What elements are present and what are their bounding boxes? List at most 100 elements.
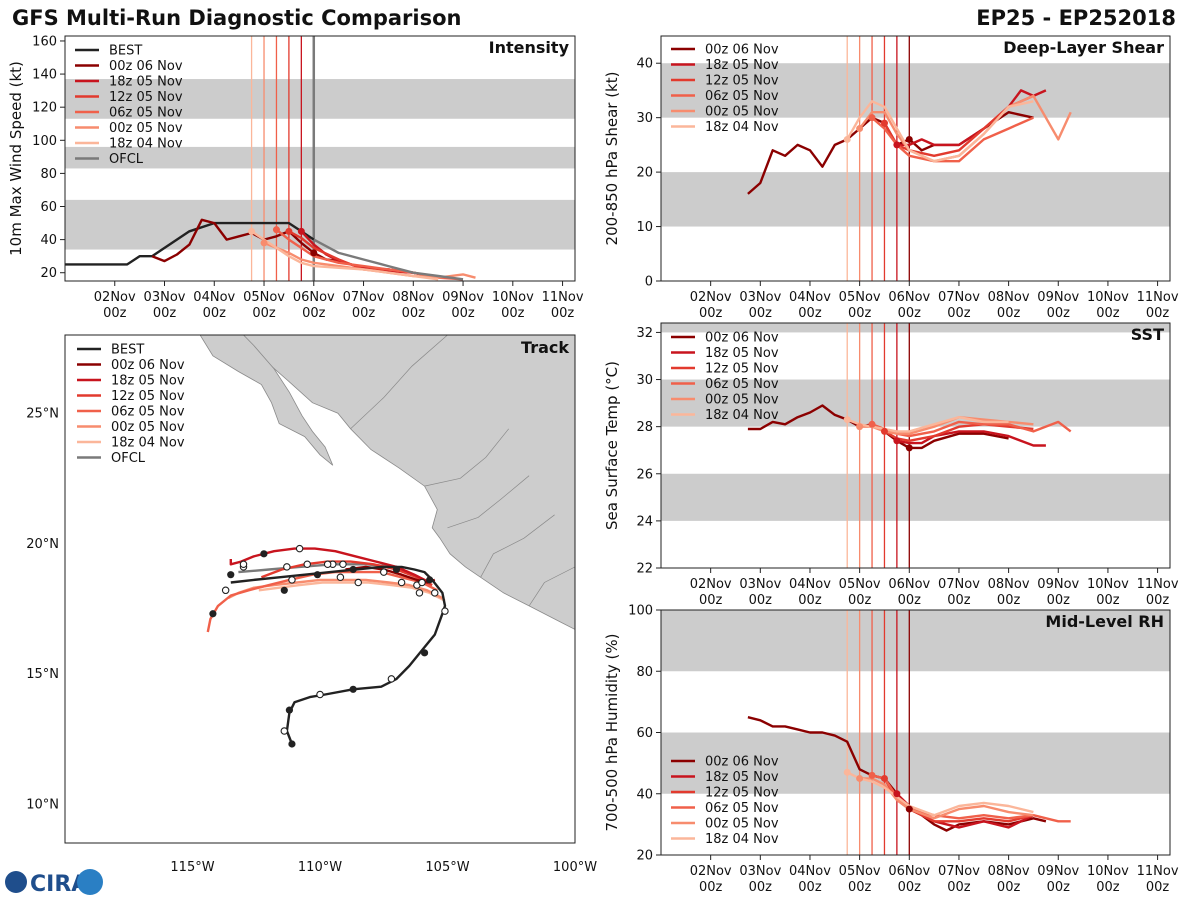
intensity-xtick-label-9: 09Nov xyxy=(442,290,484,305)
rh-xtick-label-5: 05Nov xyxy=(839,864,881,879)
sst-xtick-label-11: 11Nov xyxy=(1137,577,1179,592)
track-point-filled-4 xyxy=(426,576,434,584)
intensity-xtick-label-5: 05Nov xyxy=(243,290,285,305)
intensity-ylabel: 10m Max Wind Speed (kt) xyxy=(7,61,25,256)
sst-legend-label-18z-05-nov: 18z 05 Nov xyxy=(705,346,779,361)
track-panel: 115°W 110°W 105°W 100°W 10°N 15°N 20°N 25°N Trac… xyxy=(26,334,597,875)
track-ytick-label-20: 20°N xyxy=(26,537,59,552)
intensity-marker-06z-05-nov xyxy=(272,226,280,234)
shear-ytick-label-0: 0 xyxy=(645,275,653,290)
track-xtick-label-100: 100°W xyxy=(553,860,597,875)
sst-xtick-sublabel-9: 00z xyxy=(1047,593,1071,608)
intensity-xtick-sublabel-3: 00z xyxy=(153,306,177,321)
sst-ytick-label-32: 32 xyxy=(636,326,653,341)
intensity-legend-label-12z-05-nov: 12z 05 Nov xyxy=(109,90,183,105)
track-legend-label-00z-05-nov: 00z 05 Nov xyxy=(111,420,185,435)
shear-xtick-label-7: 07Nov xyxy=(938,290,980,305)
track-point-filled-0 xyxy=(288,740,296,748)
rh-band-0 xyxy=(661,732,1170,794)
intensity-ytick-label-160: 160 xyxy=(32,34,57,49)
rh-title: Mid-Level RH xyxy=(1045,612,1164,631)
rh-ytick-label-80: 80 xyxy=(636,665,653,680)
sst-xtick-sublabel-5: 00z xyxy=(848,593,872,608)
shear-xtick-sublabel-10: 00z xyxy=(1096,306,1120,321)
rh-legend-label-06z-05-nov: 06z 05 Nov xyxy=(705,801,779,816)
intensity-xtick-sublabel-9: 00z xyxy=(451,306,475,321)
sst-legend-label-06z-05-nov: 06z 05 Nov xyxy=(705,377,779,392)
shear-marker-18z-04-nov xyxy=(843,135,851,143)
track-ytick-label-10: 10°N xyxy=(26,797,59,812)
track-point-open-14 xyxy=(283,563,291,571)
intensity-xtick-sublabel-8: 00z xyxy=(402,306,426,321)
shear-legend-label-00z-05-nov: 00z 05 Nov xyxy=(705,105,779,120)
intensity-title: Intensity xyxy=(489,38,570,57)
track-point-open-3 xyxy=(441,607,449,615)
track-legend-label-18z-04-nov: 18z 04 Nov xyxy=(111,436,185,451)
intensity-marker-18z-05-nov xyxy=(297,227,305,235)
rh-ytick-label-20: 20 xyxy=(636,849,653,864)
shear-xtick-label-8: 08Nov xyxy=(988,290,1030,305)
track-point-open-16 xyxy=(397,578,406,587)
intensity-band-2 xyxy=(65,79,575,119)
sst-series-18z-05-nov xyxy=(896,430,1046,447)
figure-title: GFS Multi-Run Diagnostic Comparison xyxy=(12,6,461,30)
sst-xtick-sublabel-2: 00z xyxy=(699,593,723,608)
intensity-ytick-label-80: 80 xyxy=(40,167,57,182)
shear-xtick-sublabel-11: 00z xyxy=(1146,306,1170,321)
sst-band-2 xyxy=(661,323,1170,333)
intensity-xtick-sublabel-4: 00z xyxy=(203,306,227,321)
intensity-marker-00z-05-nov xyxy=(260,239,268,247)
sst-xtick-label-8: 08Nov xyxy=(988,577,1030,592)
intensity-xtick-label-7: 07Nov xyxy=(343,290,385,305)
sst-legend-label-12z-05-nov: 12z 05 Nov xyxy=(705,362,779,377)
shear-band-1 xyxy=(661,63,1170,118)
rh-xtick-sublabel-7: 00z xyxy=(947,880,971,895)
logo-globe-icon xyxy=(5,871,27,893)
intensity-ytick-label-20: 20 xyxy=(40,266,57,281)
shear-legend-label-00z-06-nov: 00z 06 Nov xyxy=(705,43,779,58)
shear-xtick-sublabel-6: 00z xyxy=(898,306,922,321)
rh-xtick-sublabel-6: 00z xyxy=(898,880,922,895)
intensity-marker-12z-05-nov xyxy=(285,227,293,235)
shear-xtick-label-10: 10Nov xyxy=(1087,290,1129,305)
track-legend-label-best: BEST xyxy=(111,343,144,358)
intensity-series-ofcl xyxy=(313,238,464,281)
intensity-xtick-label-11: 11Nov xyxy=(542,290,584,305)
rh-series-06z-05-nov xyxy=(871,774,1071,823)
shear-marker-00z-06-nov xyxy=(905,135,913,143)
track-frame xyxy=(64,334,576,844)
shear-xtick-sublabel-9: 00z xyxy=(1047,306,1071,321)
sst-marker-12z-05-nov xyxy=(880,427,888,435)
shear-xtick-sublabel-5: 00z xyxy=(848,306,872,321)
track-point-open-4 xyxy=(430,589,439,597)
sst-marker-00z-06-nov xyxy=(905,444,913,452)
sst-frame xyxy=(660,322,1171,569)
rh-series-group xyxy=(747,716,1071,832)
intensity-legend-label-ofcl: OFCL xyxy=(109,152,144,167)
rh-xtick-sublabel-3: 00z xyxy=(749,880,773,895)
shear-legend-label-12z-05-nov: 12z 05 Nov xyxy=(705,74,779,89)
sst-marker-18z-05-nov xyxy=(893,437,901,445)
shear-ytick-label-10: 10 xyxy=(636,220,653,235)
track-point-filled-6 xyxy=(349,565,357,574)
track-point-open-2 xyxy=(387,675,396,683)
map-land-mainland xyxy=(230,335,575,630)
shear-series-06z-05-nov xyxy=(871,116,1034,163)
intensity-legend-label-best: BEST xyxy=(109,44,142,59)
rh-ytick-label-40: 40 xyxy=(636,787,653,802)
logo-satellite-icon xyxy=(77,869,103,895)
rh-band-1 xyxy=(661,610,1170,672)
intensity-xtick-sublabel-10: 00z xyxy=(501,306,525,321)
sst-legend-label-00z-05-nov: 00z 05 Nov xyxy=(705,393,779,408)
sst-ytick-label-24: 24 xyxy=(636,514,653,529)
intensity-ytick-label-40: 40 xyxy=(40,233,57,248)
intensity-xtick-label-2: 02Nov xyxy=(94,290,136,305)
rh-xtick-label-10: 10Nov xyxy=(1087,864,1129,879)
shear-ytick-label-30: 30 xyxy=(636,111,653,126)
shear-xtick-label-9: 09Nov xyxy=(1037,290,1079,305)
sst-ylabel: Sea Surface Temp (°C) xyxy=(603,361,621,530)
track-legend-label-00z-06-nov: 00z 06 Nov xyxy=(111,358,185,373)
track-point-filled-9 xyxy=(260,550,268,558)
rh-xtick-label-2: 02Nov xyxy=(690,864,732,879)
track-point-filled-1 xyxy=(285,706,293,714)
